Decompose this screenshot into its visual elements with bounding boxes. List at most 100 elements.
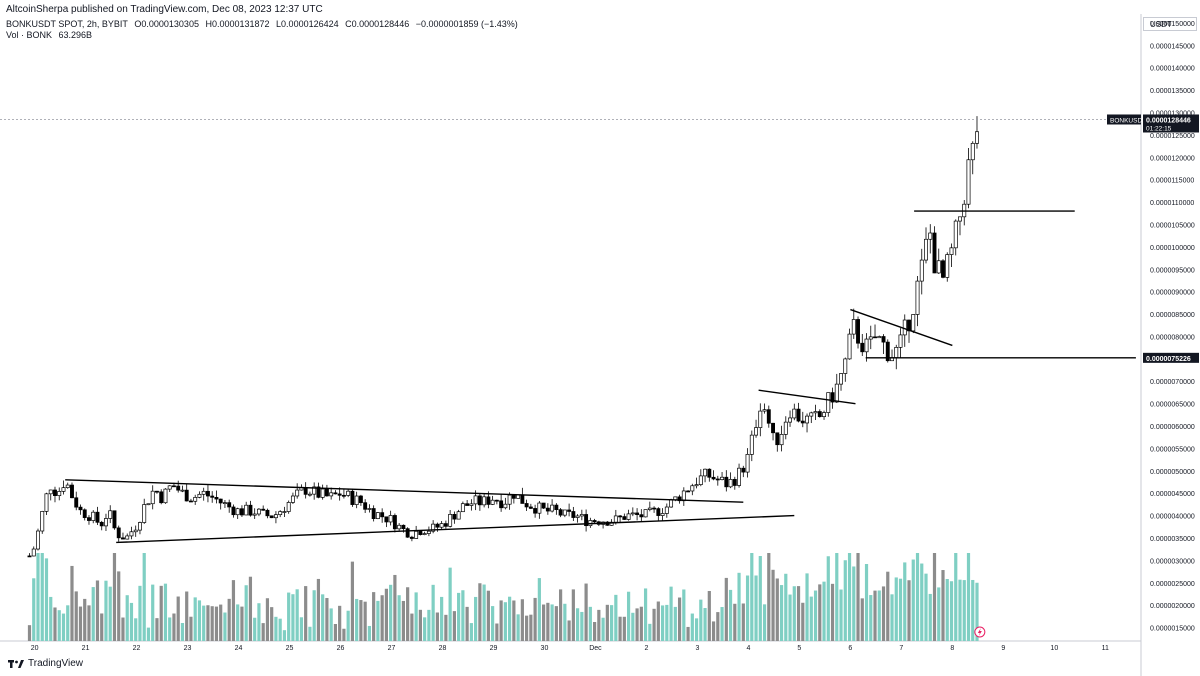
candle-body (375, 512, 380, 519)
candle-body (244, 504, 249, 516)
volume-bar (762, 604, 767, 641)
volume-bar (223, 612, 227, 641)
volume-bar (36, 553, 40, 641)
candle-body (180, 489, 185, 492)
volume-bar (588, 606, 592, 641)
candle-body (273, 514, 278, 519)
volume-bar (941, 570, 945, 641)
y-tick-label: 0.0000050000 (1150, 469, 1195, 476)
volume-bar (495, 623, 499, 641)
volume-bar (53, 607, 57, 641)
candle-body (431, 523, 436, 532)
volume-bar (903, 562, 907, 641)
candle-body (388, 515, 393, 523)
candle-body (133, 529, 138, 533)
volume-bar (962, 580, 966, 641)
volume-bar (856, 553, 860, 641)
volume-bar (550, 604, 554, 641)
candle-body (749, 434, 754, 455)
volume-bar (707, 590, 711, 641)
volume-bar (236, 604, 240, 641)
candle-body (286, 502, 291, 512)
volume-bar (457, 592, 461, 641)
y-tick-label: 0.0000040000 (1150, 514, 1195, 521)
candle-body (316, 486, 321, 498)
candle-body (511, 494, 516, 499)
candle-body (635, 512, 640, 516)
candle-body (499, 500, 504, 509)
x-tick-label: 10 (1050, 645, 1058, 652)
price-unit-button[interactable]: USDT (1143, 17, 1197, 31)
candle-body (350, 490, 355, 505)
legend-low: L0.0000126424 (276, 19, 339, 29)
volume-bar (261, 623, 265, 641)
candle-body (703, 468, 708, 477)
volume-bar (639, 606, 643, 641)
volume-bar (822, 581, 826, 641)
volume-bar (648, 623, 652, 641)
volume-bar (440, 596, 444, 641)
x-tick-label: 2 (644, 645, 648, 652)
volume-bar (720, 607, 724, 641)
volume-bar (193, 597, 197, 641)
volume-bar (240, 606, 244, 641)
candle-body (932, 232, 937, 274)
candle-body (65, 484, 70, 488)
candle-body (533, 508, 538, 514)
volume-bar (108, 586, 112, 641)
volume-bar (346, 610, 350, 641)
candle-body (61, 487, 66, 492)
volume-bar (474, 596, 478, 641)
volume-bar (66, 605, 70, 641)
trendline-drawings (65, 210, 1136, 544)
volume-bar (580, 611, 584, 641)
volume-bar (966, 553, 971, 641)
volume-bar (894, 577, 898, 641)
volume-bar (839, 589, 843, 641)
candle-body (851, 319, 856, 335)
volume-bar (716, 612, 720, 641)
candle-body (235, 508, 240, 516)
candle-body (745, 454, 750, 473)
candle-body (762, 409, 767, 412)
volume-bar (694, 618, 699, 641)
candle-body (537, 502, 542, 514)
candle-body (414, 530, 419, 539)
volume-bar (355, 598, 359, 641)
volume-bar (299, 617, 304, 641)
volume-bar (520, 599, 524, 641)
candle-body (554, 504, 559, 510)
candle-body (771, 422, 775, 434)
volume-bar (703, 608, 707, 641)
y-tick-label: 0.0000100000 (1150, 245, 1195, 252)
x-tick-label: 26 (337, 645, 345, 652)
x-tick-label: Dec (589, 645, 602, 652)
candle-body (112, 510, 117, 529)
y-tick-label: 0.0000020000 (1150, 603, 1195, 610)
volume-bar (253, 617, 257, 641)
x-tick-label: 3 (695, 645, 699, 652)
volume-bar (185, 591, 189, 641)
candle-body (95, 511, 100, 523)
candle-body (193, 497, 198, 502)
trendline (116, 514, 795, 544)
candle-body (261, 508, 266, 511)
volume-bar (401, 600, 405, 641)
candle-body (545, 507, 550, 512)
candle-body (473, 495, 478, 505)
volume-bar (754, 575, 758, 641)
candle-body (307, 493, 312, 496)
volume-bar (512, 600, 516, 641)
volume-bar (677, 597, 682, 641)
candle-body (358, 495, 363, 504)
volume-bar (869, 595, 873, 641)
candle-body (690, 485, 695, 492)
candle-body (40, 511, 45, 532)
candle-body (558, 509, 563, 516)
volume-bar (937, 587, 941, 641)
volume-bar (584, 583, 588, 641)
volume-bar (728, 589, 733, 641)
volume-bar (78, 606, 83, 641)
candle-body (647, 507, 652, 510)
